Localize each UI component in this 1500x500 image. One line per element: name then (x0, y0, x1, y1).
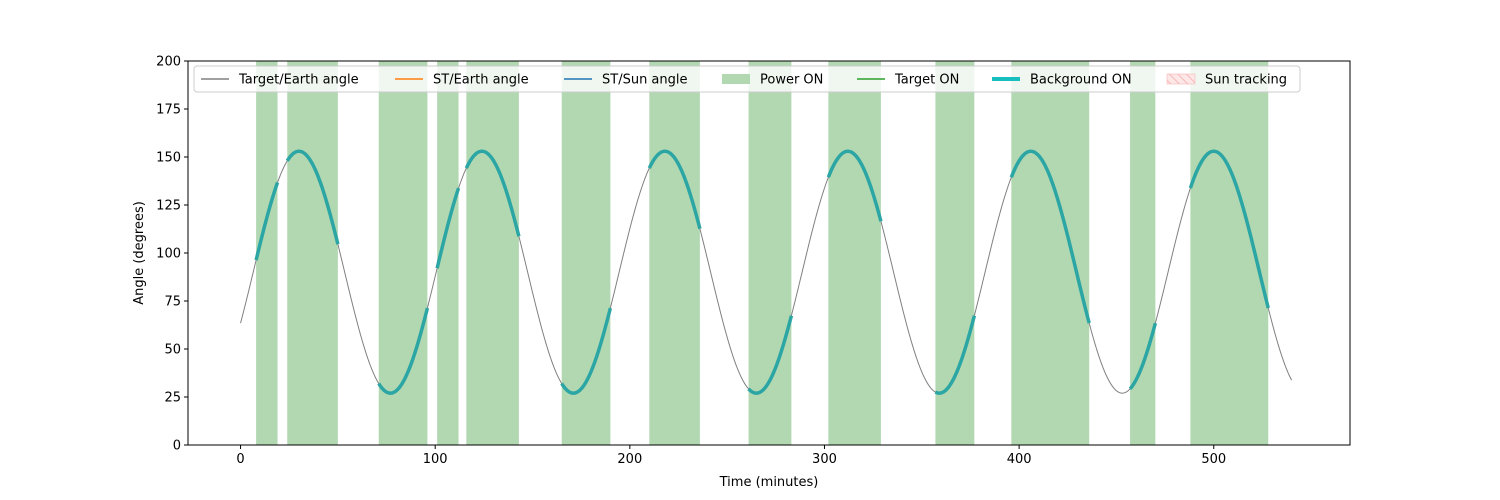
x-tick-label: 400 (1007, 452, 1032, 467)
background-on-segment (826, 149, 883, 222)
legend-label: ST/Earth angle (433, 73, 529, 88)
y-tick-label: 25 (164, 391, 181, 406)
legend-label: Background ON (1030, 73, 1132, 88)
y-axis-label: Angle (degrees) (132, 201, 147, 305)
legend-item: ST/Earth angle (395, 73, 529, 88)
power-on-span (828, 61, 881, 445)
y-tick-label: 0 (173, 439, 181, 454)
background-on-segment (377, 307, 430, 395)
legend-swatch (722, 74, 750, 84)
legend-item: Sun tracking (1166, 73, 1287, 88)
background-on-segment (647, 149, 702, 230)
y-tick-label: 200 (156, 55, 181, 70)
legend-item: ST/Sun angle (564, 73, 688, 88)
x-tick-label: 200 (617, 452, 642, 467)
background-on-segment (747, 315, 794, 395)
y-tick-label: 75 (164, 295, 181, 310)
background-on-segment (1128, 322, 1158, 390)
background-on-segment (435, 187, 461, 269)
background-on-segment (464, 149, 521, 237)
y-tick-label: 175 (156, 103, 181, 118)
background-on-segment (560, 307, 613, 395)
x-tick-label: 100 (423, 452, 448, 467)
x-axis-label: Time (minutes) (719, 475, 819, 490)
power-on-span (1011, 61, 1090, 445)
background-on-segment (1188, 149, 1270, 309)
power-on-span (466, 61, 519, 445)
x-tick-label: 500 (1201, 452, 1226, 467)
y-tick-label: 50 (164, 343, 181, 358)
y-tick-label: 100 (156, 247, 181, 262)
legend-item: Background ON (992, 73, 1132, 88)
power-on-span (561, 61, 611, 445)
background-on-segment (254, 181, 280, 261)
legend-label: Target/Earth angle (238, 73, 359, 88)
x-axis-ticks: 0 100 200 300 400 500 (236, 445, 1226, 467)
power-on-span (748, 61, 792, 445)
legend-item: Target/Earth angle (201, 73, 359, 88)
power-on-spans (256, 61, 1269, 445)
x-tick-label: 300 (812, 452, 837, 467)
y-axis-ticks: 0 25 50 75 100 125 150 175 200 (156, 55, 188, 454)
legend: Target/Earth angle ST/Earth angle ST/Sun a… (193, 65, 1301, 93)
y-tick-label: 150 (156, 151, 181, 166)
background-on-segment (285, 149, 340, 245)
background-on-segment (1009, 149, 1091, 324)
legend-item: Target ON (857, 73, 959, 88)
legend-label: Sun tracking (1205, 73, 1287, 88)
background-on-segment (934, 315, 977, 395)
power-on-span (256, 61, 278, 445)
power-on-span (935, 61, 975, 445)
legend-label: Power ON (760, 73, 823, 88)
series-lines (240, 149, 1293, 395)
power-on-span (437, 61, 459, 445)
legend-item: Power ON (722, 73, 823, 88)
power-on-span (287, 61, 338, 445)
power-on-span (649, 61, 700, 445)
legend-label: ST/Sun angle (602, 73, 688, 88)
legend-swatch (1166, 73, 1196, 85)
power-on-span (378, 61, 428, 445)
x-tick-label: 0 (236, 452, 244, 467)
power-on-span (1130, 61, 1156, 445)
legend-label: Target ON (894, 73, 959, 88)
y-tick-label: 125 (156, 199, 181, 214)
